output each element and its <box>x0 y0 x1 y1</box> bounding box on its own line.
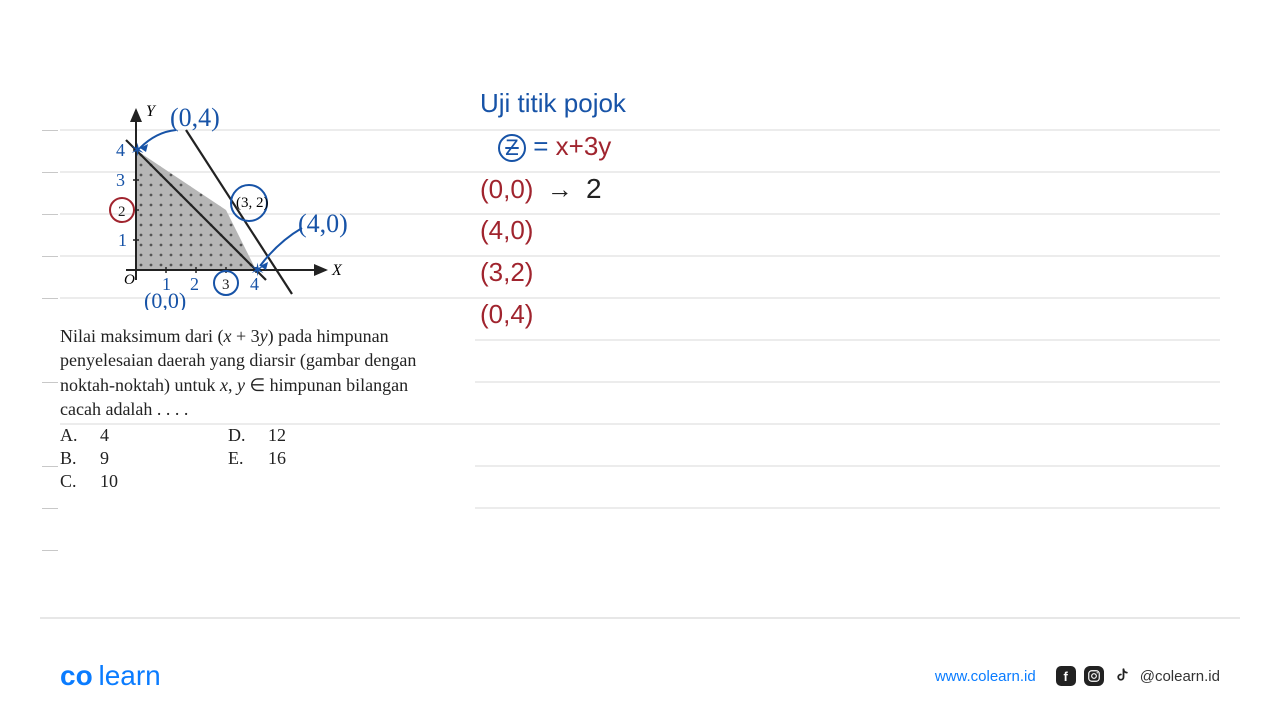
option-c[interactable]: C.10 <box>60 471 118 492</box>
point-label-32: (3, 2) <box>236 195 269 211</box>
svg-text:✶: ✶ <box>250 260 265 280</box>
svg-text:(0,4): (0,4) <box>170 103 220 132</box>
option-a[interactable]: A.4 <box>60 425 118 446</box>
worked-solution: Uji titik pojok Z = x+3y (0,0) → 2 (4,0)… <box>480 88 1000 343</box>
footer-url[interactable]: www.colearn.id <box>935 668 1036 685</box>
work-row-0: (0,0) → 2 <box>480 175 1000 205</box>
footer-right: www.colearn.id f @colearn.id <box>935 666 1220 686</box>
facebook-icon[interactable]: f <box>1056 666 1076 686</box>
svg-text:(4,0): (4,0) <box>298 209 348 238</box>
z-symbol: Z <box>498 134 526 162</box>
option-e[interactable]: E.16 <box>228 448 286 469</box>
work-row-1: (4,0) <box>480 217 1000 247</box>
svg-text:1: 1 <box>118 230 127 250</box>
svg-text:3: 3 <box>116 170 125 190</box>
problem-line-2: penyelesaian daerah yang diarsir (gambar… <box>60 348 470 372</box>
svg-text:4: 4 <box>116 140 125 160</box>
svg-text:2: 2 <box>190 274 199 294</box>
problem-line-4: cacah adalah . . . . <box>60 397 470 421</box>
svg-text:(0,0): (0,0) <box>144 288 186 310</box>
graph: Y X O (3, 2) 1 2 3 4 1 2 3 4 <box>86 90 386 300</box>
problem-line-1: Nilai maksimum dari (x + 3y) pada himpun… <box>60 324 470 348</box>
svg-text:3: 3 <box>222 277 230 293</box>
problem-text: Nilai maksimum dari (x + 3y) pada himpun… <box>60 324 470 421</box>
instagram-icon[interactable] <box>1084 666 1104 686</box>
work-row-3: (0,4) <box>480 301 1000 331</box>
options-col-left: A.4 B.9 C.10 <box>60 425 118 492</box>
options-col-right: D.12 E.16 <box>228 425 286 492</box>
work-row-2: (3,2) <box>480 259 1000 289</box>
option-d[interactable]: D.12 <box>228 425 286 446</box>
margin-ticks <box>42 0 62 720</box>
work-z-line: Z = x+3y <box>498 133 1000 163</box>
origin-label: O <box>124 272 135 288</box>
tiktok-icon[interactable] <box>1112 666 1132 686</box>
x-axis-label: X <box>331 262 343 279</box>
y-axis-label: Y <box>146 103 157 120</box>
page: Y X O (3, 2) 1 2 3 4 1 2 3 4 <box>0 0 1280 720</box>
svg-text:✶: ✶ <box>130 140 145 160</box>
option-b[interactable]: B.9 <box>60 448 118 469</box>
svg-text:2: 2 <box>118 204 126 220</box>
social-links: f @colearn.id <box>1056 666 1220 686</box>
answer-options: A.4 B.9 C.10 D.12 E.16 <box>60 425 470 492</box>
footer: co learn www.colearn.id f @colearn.id <box>0 660 1280 692</box>
brand-logo: co learn <box>60 660 161 692</box>
left-column: Y X O (3, 2) 1 2 3 4 1 2 3 4 <box>60 90 470 492</box>
social-handle: @colearn.id <box>1140 668 1220 685</box>
work-title: Uji titik pojok <box>480 88 1000 119</box>
problem-line-3: noktah-noktah) untuk x, y ∈ himpunan bil… <box>60 373 470 397</box>
